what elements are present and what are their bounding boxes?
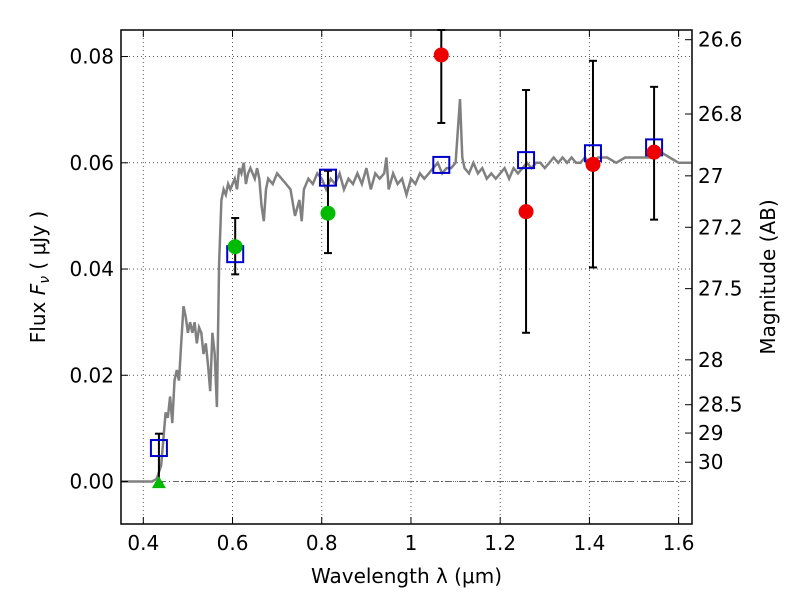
x-tick-label: 1.6 <box>663 531 695 555</box>
y-axis-label: Flux Fν ( μJy ) <box>26 211 53 343</box>
green-triangle-point <box>151 476 166 489</box>
magnitude-tick-label: 27.2 <box>698 215 743 239</box>
x-axis-label: Wavelength λ (μm) <box>311 564 502 588</box>
model-box-marker <box>149 439 168 458</box>
x-tick-label: 0.8 <box>306 531 338 555</box>
y-tick-label: 0.00 <box>69 470 114 494</box>
y-axis-label-subscript: ν <box>37 276 53 284</box>
y-tick-label: 0.06 <box>69 151 114 175</box>
axis-ticks <box>121 30 692 524</box>
red-data-point <box>585 156 601 172</box>
error-bars <box>154 29 659 485</box>
x-tick-label: 1.4 <box>573 531 605 555</box>
magnitude-axis-label: Magnitude (AB) <box>756 199 780 354</box>
magnitude-tick-labels: 26.6 26.8 27 27.2 27.5 28 28.5 29 30 <box>698 28 743 475</box>
magnitude-tick-label: 26.8 <box>698 102 743 126</box>
y-tick-label: 0.02 <box>69 363 114 387</box>
magnitude-tick-label: 29 <box>698 421 723 445</box>
y-axis-label-prefix: Flux <box>26 295 50 343</box>
red-data-point <box>646 144 662 160</box>
y-axis-label-suffix: ( μJy ) <box>26 211 50 276</box>
model-box-marker <box>318 168 337 187</box>
x-tick-label: 1.2 <box>484 531 516 555</box>
model-spectrum-line <box>121 99 692 483</box>
model-box-marker <box>432 155 451 174</box>
plot-frame <box>120 29 693 525</box>
red-data-point <box>518 204 534 220</box>
y-tick-label: 0.08 <box>69 45 114 69</box>
red-data-point <box>433 47 449 63</box>
magnitude-tick-label: 28.5 <box>698 393 743 417</box>
magnitude-tick-label: 27.5 <box>698 277 743 301</box>
x-tick-label: 0.4 <box>127 531 159 555</box>
x-tick-label: 0.6 <box>217 531 249 555</box>
green-data-point <box>227 239 243 255</box>
photometry-points <box>151 47 662 489</box>
x-tick-labels: 0.4 0.6 0.8 1 1.2 1.4 1.6 <box>127 531 694 555</box>
grid <box>121 30 692 524</box>
green-data-point <box>320 205 336 221</box>
y-tick-label: 0.04 <box>69 257 114 281</box>
magnitude-tick-label: 28 <box>698 348 723 372</box>
y-tick-labels: 0.00 0.02 0.04 0.06 0.08 <box>69 45 114 494</box>
magnitude-tick-label: 27 <box>698 164 723 188</box>
x-tick-label: 1 <box>405 531 418 555</box>
magnitude-tick-label: 30 <box>698 450 723 474</box>
y-axis-label-symbol: F <box>26 283 50 295</box>
model-box-marker <box>517 151 536 170</box>
magnitude-tick-label: 26.6 <box>698 28 743 52</box>
